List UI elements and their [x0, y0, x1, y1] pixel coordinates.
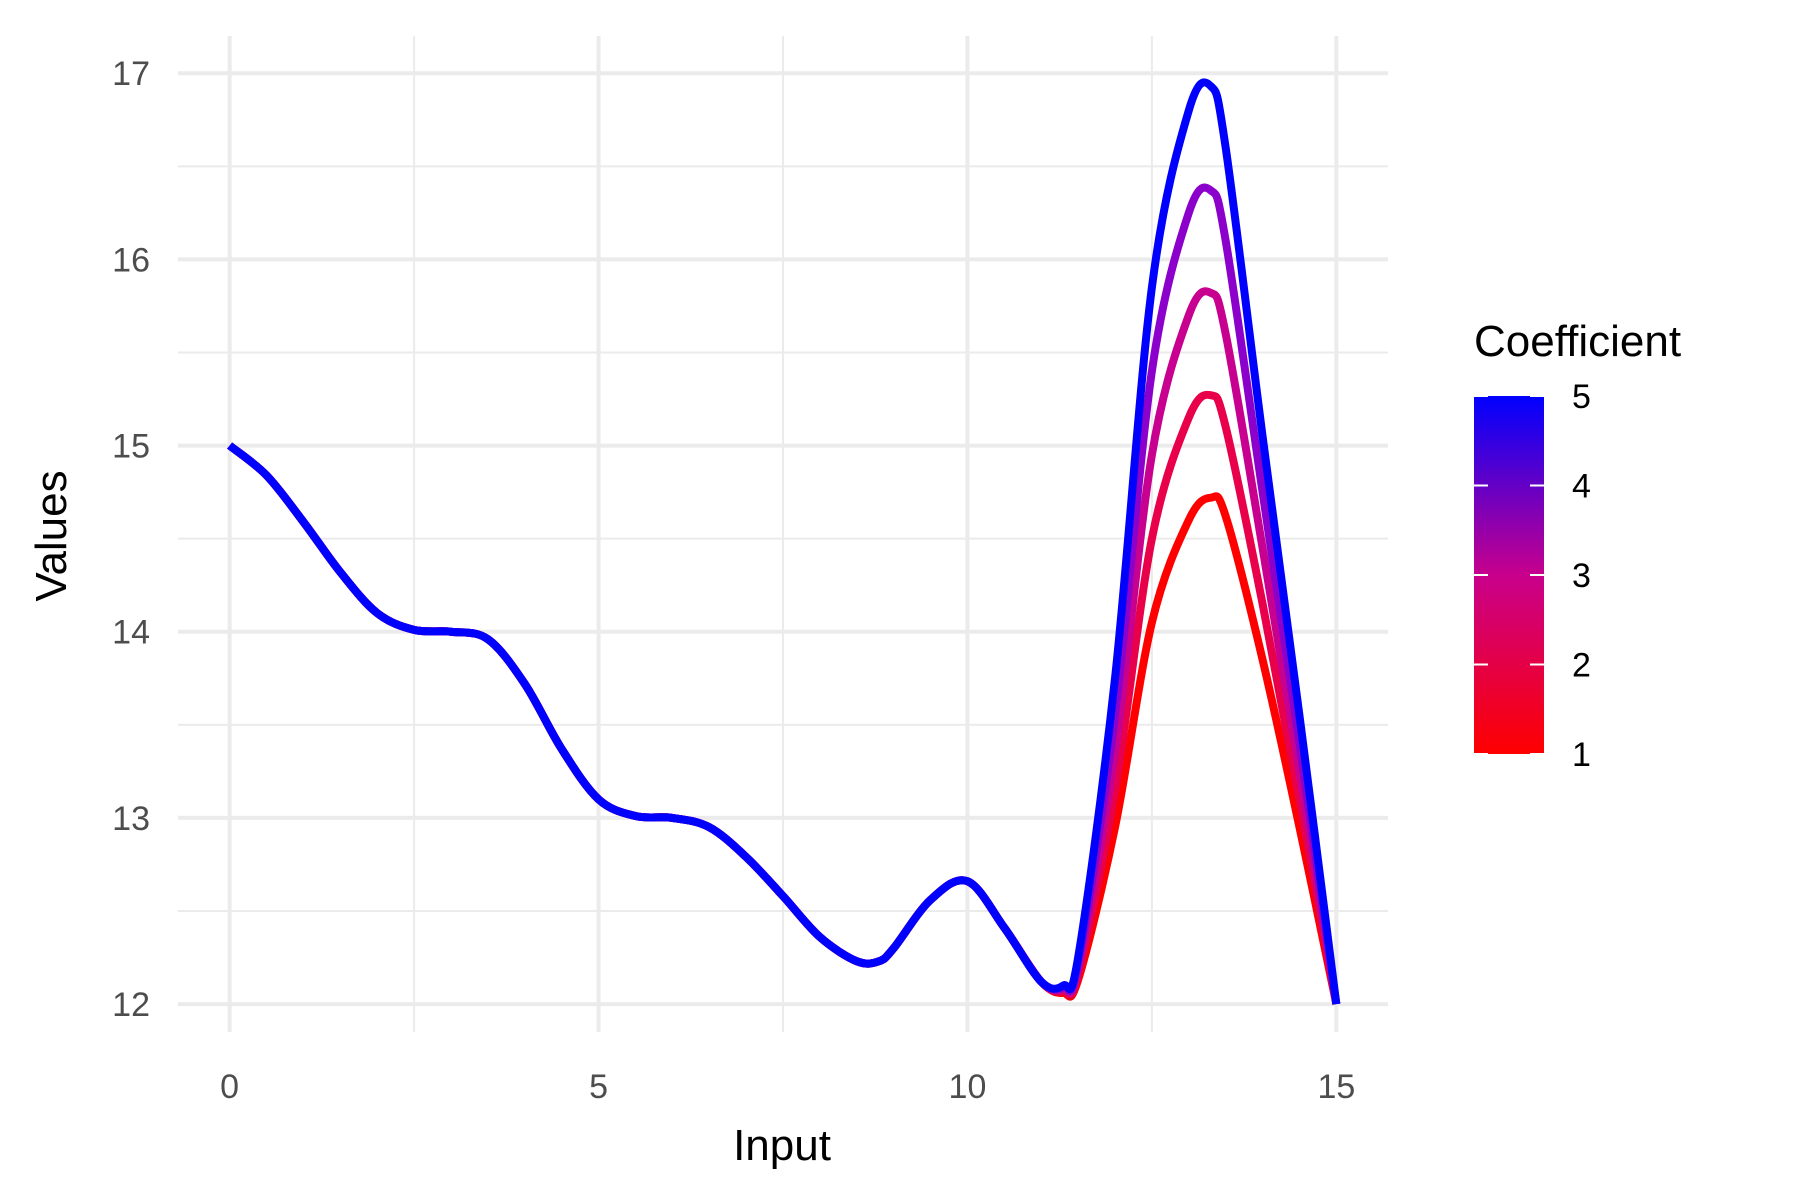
y-tick-label: 13	[112, 800, 150, 838]
y-tick-label: 17	[112, 55, 150, 93]
colorbar-label: 5	[1572, 378, 1591, 416]
y-tick-label: 16	[112, 241, 150, 279]
y-axis-title: Values	[27, 470, 76, 601]
x-tick-label: 10	[949, 1068, 987, 1106]
colorbar-ticks: 1 2 3 4 5	[1474, 378, 1591, 774]
legend-title: Coefficient	[1474, 317, 1681, 366]
y-tick-label: 12	[112, 986, 150, 1024]
colorbar-label: 1	[1572, 736, 1591, 774]
legend-colorbar: Coefficient 1 2 3 4 5	[1474, 317, 1681, 774]
x-tick-label: 0	[220, 1068, 239, 1106]
y-tick-label: 14	[112, 614, 150, 652]
x-tick-label: 5	[589, 1068, 608, 1106]
x-axis-title: Input	[733, 1121, 831, 1170]
x-axis-ticks: 0 5 10 15	[220, 1068, 1355, 1106]
colorbar-label: 2	[1572, 647, 1591, 685]
colorbar-label: 4	[1572, 468, 1591, 506]
series-lines	[227, 78, 1341, 1005]
colorbar-label: 3	[1572, 557, 1591, 595]
grid	[178, 36, 1388, 1032]
y-axis-ticks: 12 13 14 15 16 17	[112, 55, 150, 1024]
y-tick-label: 15	[112, 428, 150, 466]
series-line-coefficient-5	[227, 78, 1341, 1005]
x-tick-label: 15	[1317, 1068, 1355, 1106]
